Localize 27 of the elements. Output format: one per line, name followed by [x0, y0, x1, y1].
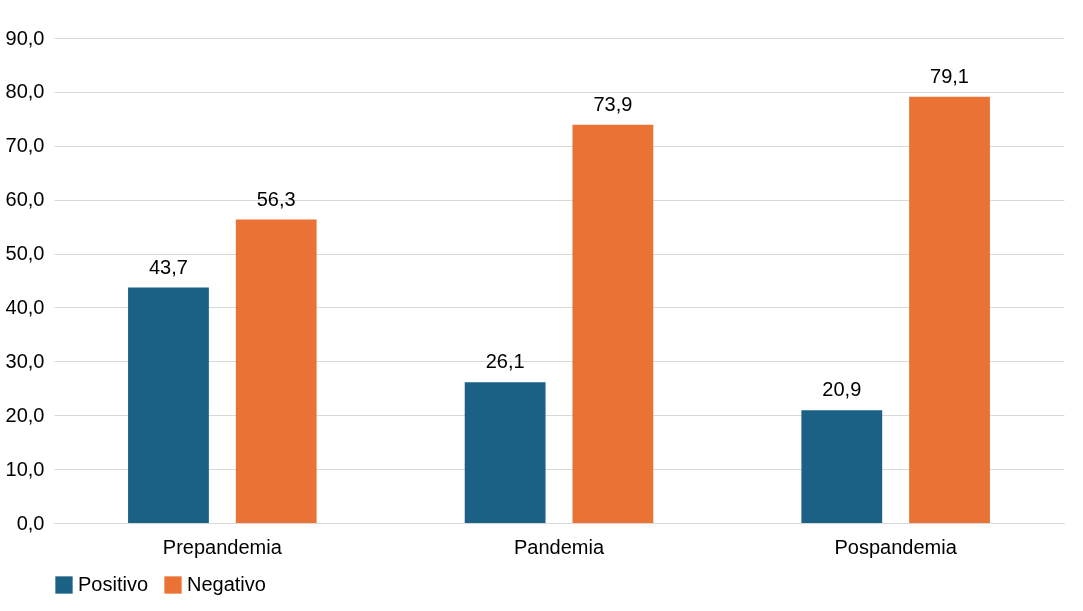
y-tick-label: 0,0 — [16, 511, 45, 534]
data-label: 56,3 — [256, 187, 296, 210]
data-label: 26,1 — [485, 350, 525, 373]
bar — [128, 287, 209, 523]
bar — [464, 382, 546, 523]
data-label: 73,9 — [593, 92, 633, 115]
y-tick-label: 20,0 — [5, 403, 45, 426]
y-tick-label: 50,0 — [5, 242, 45, 265]
bar — [909, 96, 990, 523]
y-tick-label: 70,0 — [5, 134, 45, 157]
data-label: 79,1 — [930, 64, 969, 87]
legend-label: Positivo — [78, 573, 149, 595]
x-tick-label: Pospandemia — [834, 535, 958, 558]
y-tick-label: 10,0 — [5, 457, 45, 480]
data-label: 20,9 — [822, 378, 862, 401]
bar — [235, 219, 317, 523]
x-tick-label: Pandemia — [513, 535, 605, 558]
y-tick-label: 60,0 — [5, 188, 45, 211]
bar — [572, 124, 654, 523]
y-tick-label: 80,0 — [5, 80, 45, 103]
data-label: 43,7 — [149, 255, 188, 278]
x-tick-label: Prepandemia — [162, 535, 283, 558]
bar — [801, 410, 883, 523]
y-tick-label: 90,0 — [5, 26, 45, 49]
y-tick-label: 40,0 — [5, 295, 45, 318]
legend-label: Negativo — [187, 573, 266, 595]
y-tick-label: 30,0 — [5, 349, 45, 372]
